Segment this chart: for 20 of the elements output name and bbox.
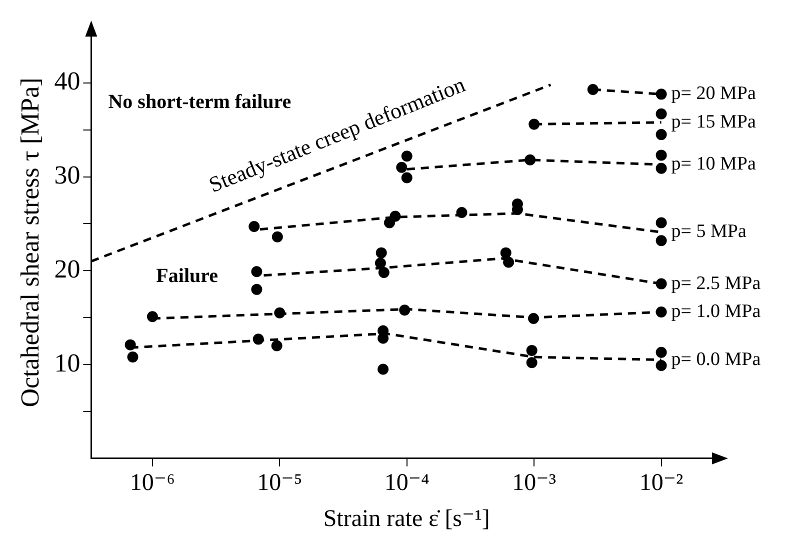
series-label: p= 20 MPa [671, 83, 756, 104]
series-label: p= 15 MPa [671, 111, 756, 132]
x-axis-title: Strain rate ε̇ [s⁻¹] [323, 506, 490, 532]
series-label: p= 2.5 MPa [671, 272, 762, 294]
series-label: p= 10 MPa [671, 154, 756, 175]
y-axis-title: Octahedral shear stress τ [MPa] [15, 78, 44, 408]
x-tick-label: 10⁻⁶ [130, 470, 175, 496]
y-tick-label: 40 [54, 66, 80, 96]
x-tick-label: 10⁻⁴ [384, 470, 430, 496]
series-label: p= 5 MPa [671, 221, 747, 242]
y-tick-label: 20 [54, 254, 80, 284]
x-tick-label: 10⁻² [639, 470, 684, 496]
annotation: Failure [156, 265, 218, 288]
series-label: p= 0.0 MPa [671, 348, 762, 370]
x-tick-label: 10⁻³ [512, 470, 556, 496]
annotation: No short-term failure [108, 91, 292, 114]
y-tick-label: 30 [54, 160, 80, 190]
y-tick-label: 10 [54, 348, 80, 378]
series-label: p= 1.0 MPa [671, 300, 762, 322]
x-tick-label: 10⁻⁵ [257, 470, 302, 496]
